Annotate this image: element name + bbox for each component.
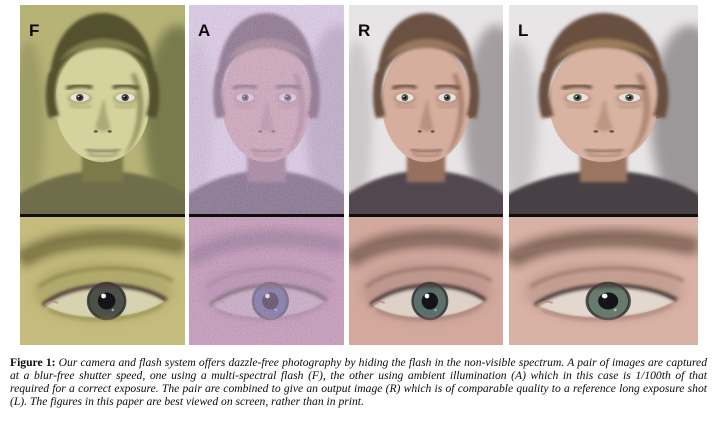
eye-closeup-art	[349, 217, 503, 345]
face-eye-divider-line	[189, 214, 344, 217]
eye-closeup	[20, 217, 185, 345]
face-photo-art	[349, 5, 503, 214]
eyebrow	[349, 229, 503, 268]
eye-closeup-art	[509, 217, 698, 345]
eye-closeup-art	[189, 217, 344, 345]
sensor-noise-overlay	[189, 5, 344, 214]
figure-caption-text: Our camera and flash system offers dazzl…	[10, 356, 708, 409]
panel-l-long-exposure: L	[509, 5, 698, 345]
eyelids	[368, 283, 487, 321]
panel-a-ambient: A	[189, 5, 344, 345]
mouth	[410, 148, 443, 171]
eyebrow	[20, 229, 185, 268]
figure-caption: Figure 1: Our camera and flash system of…	[10, 356, 707, 408]
mouth	[584, 148, 624, 171]
eye-closeup-art	[20, 217, 185, 345]
eyebrows	[65, 83, 140, 91]
eyebrow	[509, 229, 698, 268]
eyebrows	[391, 83, 461, 91]
panel-f-multispectral-flash: F	[20, 5, 185, 345]
eyeball	[372, 281, 484, 321]
eye-closeup	[509, 217, 698, 345]
face-eye-divider-line	[20, 214, 185, 217]
eyes	[67, 92, 138, 109]
face-photo: R	[349, 5, 503, 214]
face-photo: F	[20, 5, 185, 214]
face-eye-divider-line	[349, 214, 503, 217]
eyebrows	[561, 83, 646, 91]
hair	[373, 12, 479, 119]
specular-highlight	[424, 293, 430, 299]
specular-highlight	[601, 293, 608, 299]
hair	[538, 12, 669, 119]
eyelids	[41, 283, 168, 321]
sensor-noise-overlay	[189, 217, 344, 345]
panel-label: A	[198, 21, 211, 40]
face-photo: A	[189, 5, 344, 214]
eyes	[563, 92, 644, 109]
face-photo-art	[20, 5, 185, 214]
face-photo-art	[509, 5, 698, 214]
panel-label: L	[518, 21, 529, 40]
panel-r-result: R	[349, 5, 503, 345]
figure-caption-label: Figure 1:	[10, 356, 56, 369]
eyes	[393, 92, 459, 109]
mouth	[85, 148, 121, 171]
hair	[45, 12, 160, 119]
specular-highlight	[101, 293, 107, 299]
nose	[93, 100, 112, 133]
face-photo: L	[509, 5, 698, 214]
panel-label: R	[358, 21, 371, 40]
nose	[593, 100, 615, 133]
eye-closeup	[349, 217, 503, 345]
face-eye-divider-line	[509, 214, 698, 217]
eye-closeup	[189, 217, 344, 345]
nose	[417, 100, 435, 133]
eyelids	[533, 283, 679, 321]
panel-label: F	[29, 21, 40, 40]
face-photo-art	[189, 5, 344, 214]
